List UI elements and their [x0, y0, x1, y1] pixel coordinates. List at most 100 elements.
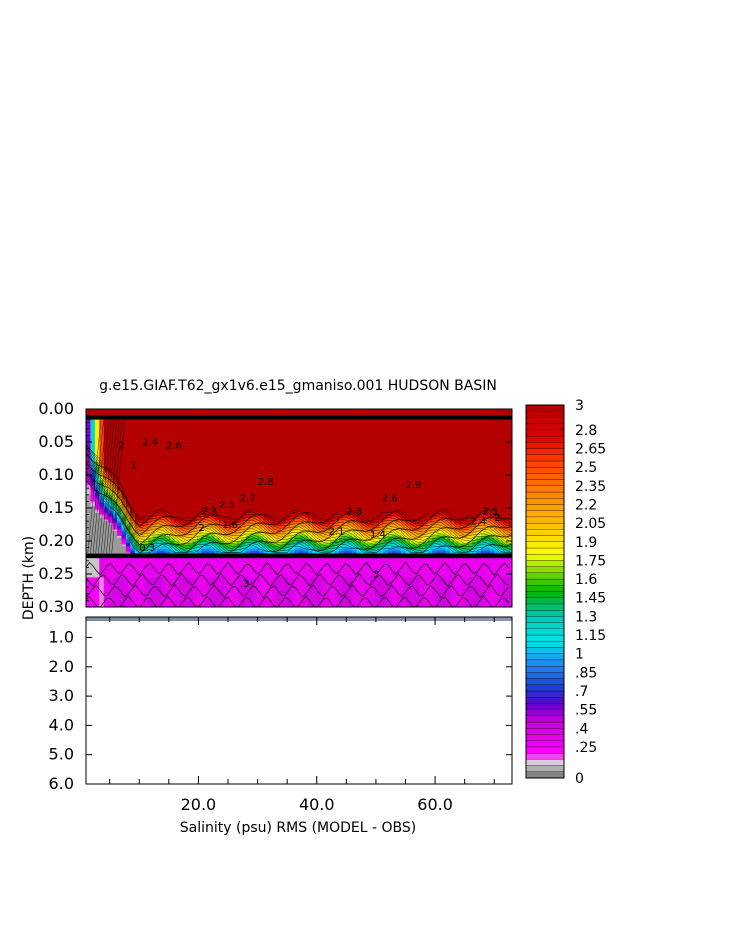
field-cell	[205, 588, 211, 592]
field-cell	[210, 545, 216, 549]
field-cell	[125, 545, 131, 549]
field-cell	[139, 460, 145, 463]
field-cell	[165, 598, 171, 601]
field-cell	[183, 422, 189, 425]
field-cell	[170, 557, 176, 560]
field-cell	[152, 450, 158, 453]
field-cell	[112, 541, 118, 544]
field-cell	[170, 600, 176, 603]
field-cell	[245, 479, 251, 483]
field-cell	[214, 578, 220, 582]
field-cell	[117, 577, 123, 580]
field-cell	[139, 491, 145, 494]
field-cell	[188, 532, 194, 535]
field-cell	[152, 504, 158, 507]
field-cell	[108, 516, 114, 519]
field-cell	[121, 593, 127, 597]
field-cell	[170, 463, 176, 466]
field-cell	[170, 590, 176, 593]
field-cell	[125, 491, 131, 494]
field-cell	[250, 465, 256, 468]
field-cell	[267, 450, 273, 453]
field-cell	[139, 488, 145, 491]
field-cell	[267, 517, 273, 521]
field-cell	[99, 567, 105, 570]
field-cell	[99, 448, 105, 451]
field-cell	[148, 592, 154, 595]
field-cell	[267, 412, 273, 415]
field-cell	[192, 468, 198, 471]
field-cell	[108, 529, 114, 532]
field-cell	[139, 470, 145, 473]
field-cell	[108, 432, 114, 435]
field-cell	[245, 465, 251, 468]
field-cell	[161, 423, 167, 427]
field-cell	[219, 443, 225, 446]
field-cell	[254, 519, 260, 522]
field-cell	[250, 446, 256, 450]
field-cell	[143, 600, 149, 603]
field-cell	[236, 420, 242, 423]
field-cell	[188, 430, 194, 433]
field-cell	[254, 422, 260, 425]
field-cell	[214, 460, 220, 463]
field-cell	[121, 560, 127, 564]
field-cell	[86, 570, 92, 573]
field-cell	[139, 423, 145, 427]
field-cell	[117, 526, 123, 529]
field-cell	[196, 476, 202, 479]
field-cell	[134, 516, 140, 519]
field-cell	[152, 435, 158, 438]
field-cell	[250, 425, 256, 428]
field-cell	[241, 585, 247, 588]
field-cell	[179, 529, 185, 532]
field-cell	[170, 484, 176, 488]
field-cell	[188, 575, 194, 578]
field-cell	[259, 493, 265, 496]
field-cell	[250, 470, 256, 473]
field-cell	[139, 410, 145, 413]
field-cell	[263, 443, 269, 446]
field-cell	[148, 450, 154, 453]
field-cell	[94, 587, 100, 590]
field-cell	[103, 509, 109, 512]
field-cell	[86, 433, 92, 436]
field-cell	[267, 440, 273, 443]
field-cell	[161, 506, 167, 509]
field-cell	[157, 592, 163, 595]
field-cell	[161, 455, 167, 458]
field-cell	[245, 427, 251, 430]
field-cell	[90, 565, 96, 568]
field-cell	[250, 550, 256, 554]
field-cell	[130, 499, 136, 502]
field-cell	[174, 559, 180, 562]
field-cell	[170, 491, 176, 494]
field-cell	[188, 565, 194, 568]
field-cell	[165, 470, 171, 473]
field-cell	[228, 524, 234, 527]
field-cell	[125, 524, 131, 527]
field-cell	[267, 455, 273, 458]
field-cell	[94, 539, 100, 542]
field-cell	[121, 539, 127, 542]
field-cell	[183, 587, 189, 590]
field-cell	[143, 445, 149, 448]
field-cell	[241, 544, 247, 547]
field-cell	[183, 504, 189, 507]
field-cell	[250, 491, 256, 494]
field-cell	[183, 453, 189, 456]
field-cell	[139, 493, 145, 496]
field-cell	[241, 412, 247, 415]
field-cell	[210, 473, 216, 476]
field-cell	[263, 470, 269, 473]
field-cell	[134, 592, 140, 595]
field-cell	[192, 445, 198, 448]
field-cell	[188, 536, 194, 539]
field-cell	[183, 506, 189, 509]
field-cell	[196, 508, 202, 511]
field-cell	[245, 570, 251, 573]
field-cell	[174, 600, 180, 603]
field-cell	[161, 460, 167, 463]
field-cell	[90, 471, 96, 474]
field-cell	[152, 592, 158, 595]
